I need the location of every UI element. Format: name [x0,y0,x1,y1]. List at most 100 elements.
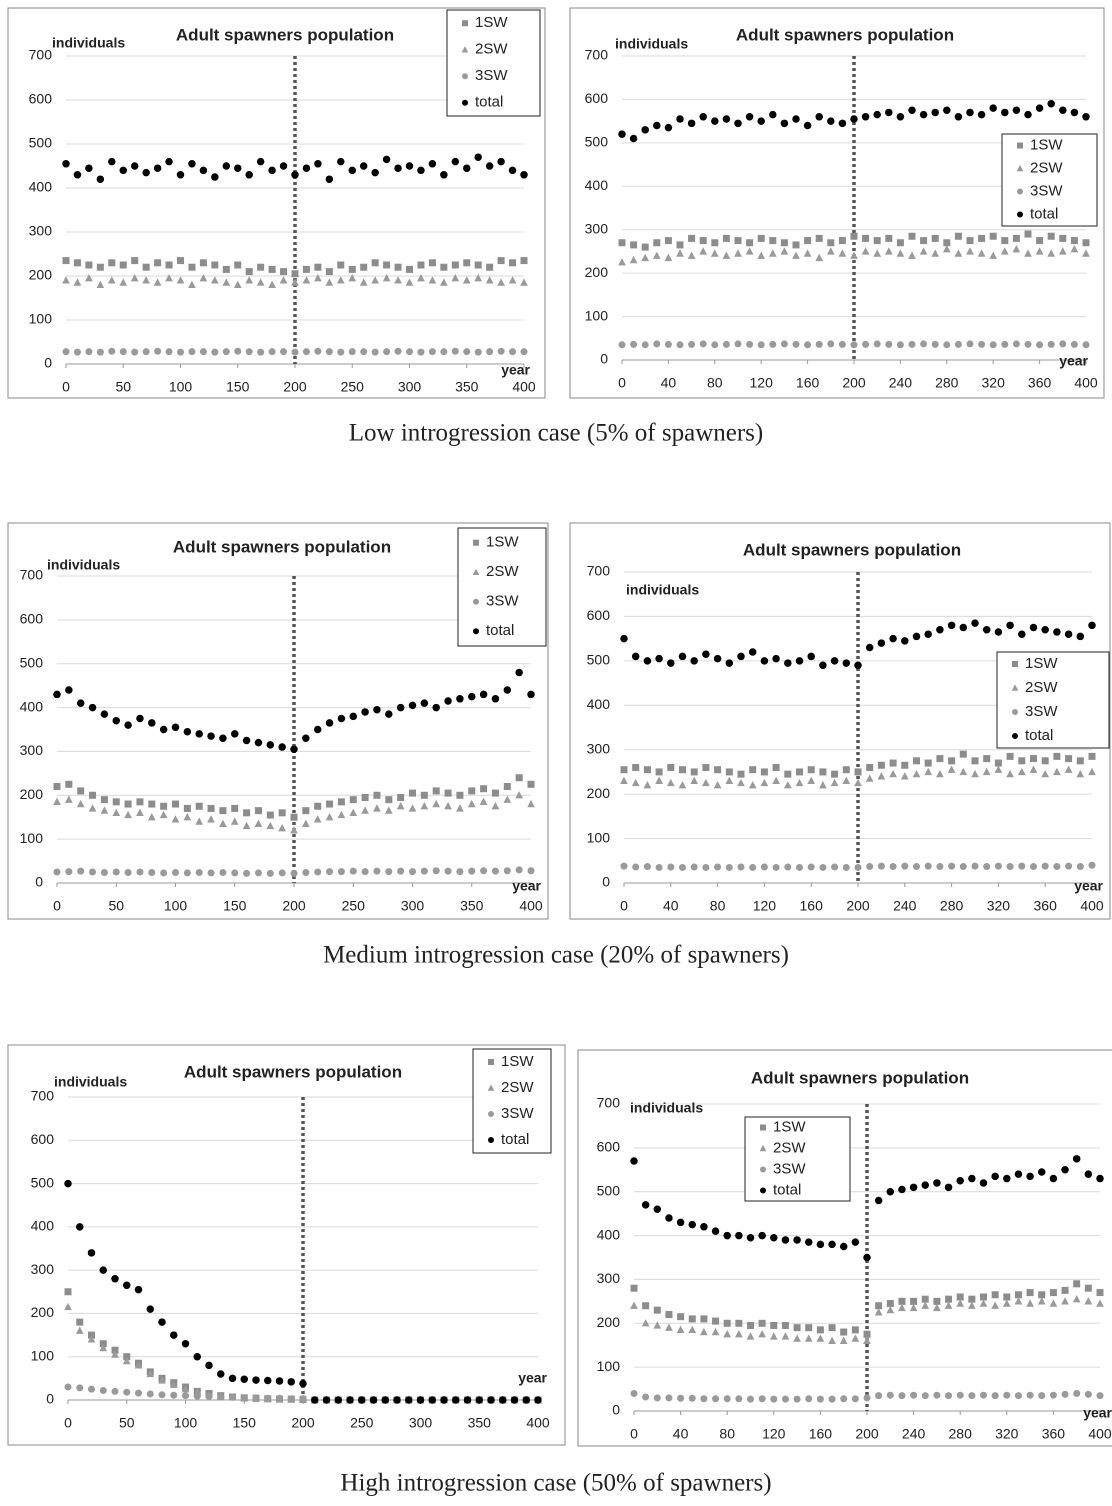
data-point [827,239,835,247]
y-tick-label: 400 [29,179,53,195]
data-point [898,1185,906,1194]
data-point [924,759,932,767]
x-tick-label: 160 [796,375,820,391]
data-point [618,239,626,247]
y-tick-label: 500 [31,1174,55,1190]
legend-label: 3SW [1030,182,1063,199]
x-tick-label: 80 [710,898,726,914]
data-point [211,348,219,356]
data-point [100,806,109,814]
data-point [1006,769,1014,778]
data-point [135,1389,142,1397]
data-point [991,1291,999,1299]
data-point [527,867,535,875]
data-point [256,278,265,286]
data-point [816,1240,825,1249]
data-point [966,237,974,245]
data-point [207,815,215,823]
data-point [124,800,132,808]
data-point [1029,623,1038,632]
data-point [440,278,448,286]
data-point [65,686,73,694]
data-point [690,768,698,776]
data-point [688,1394,696,1402]
data-point [131,257,139,265]
data-point [87,1335,96,1343]
legend-box [472,1048,552,1154]
data-point [737,652,745,661]
data-point [886,1305,895,1314]
data-point [291,348,299,356]
data-point [1061,1297,1069,1305]
data-point [712,1395,720,1403]
data-point [217,1370,225,1378]
data-point [302,276,311,284]
data-point [819,661,827,670]
data-point [396,703,405,712]
data-point [146,1305,154,1313]
data-point [499,1396,507,1404]
legend-label: total [475,94,503,111]
data-point [432,787,440,795]
data-point [631,652,640,661]
data-point [676,115,684,123]
data-point [146,1390,154,1398]
data-point [781,1236,790,1244]
data-point [302,348,310,356]
data-point [947,765,956,773]
data-point [405,162,414,170]
data-point [1084,1170,1093,1178]
data-point [314,802,322,810]
data-point [503,795,512,803]
data-point [165,157,173,166]
data-point [88,804,97,812]
data-point [276,1394,283,1402]
data-point [1070,237,1078,245]
data-point [279,276,288,284]
data-point [99,1343,108,1352]
data-point [87,1249,96,1257]
data-point [842,776,851,784]
y-tick-label: 300 [29,223,53,239]
panel-border [577,1049,1112,1447]
y-tick-label: 600 [20,611,44,627]
data-point [713,654,722,663]
x-axis-label: year [1083,1405,1112,1421]
y-tick-label: 600 [29,91,53,107]
data-point [866,863,874,871]
data-point [1076,757,1084,765]
data-point [160,869,168,877]
data-point [371,168,379,177]
data-point [982,767,991,776]
legend-label: 1SW [475,14,508,31]
data-point [124,721,132,729]
data-point [850,251,858,259]
data-point [1041,626,1049,634]
y-axis-label: individuals [54,1074,127,1090]
x-tick-label: 240 [889,375,913,391]
data-point [134,1285,143,1294]
data-point [1061,1166,1069,1174]
data-point [982,626,991,634]
data-point [620,862,628,870]
data-point [642,1393,650,1401]
data-point [314,263,322,271]
data-point [828,1336,836,1344]
data-point [943,239,951,247]
data-point [921,1181,929,1189]
data-point [851,1334,860,1342]
data-point [515,791,523,799]
data-point [153,278,162,286]
data-point [664,237,672,245]
data-point [444,697,452,705]
legend-box [996,651,1110,749]
data-point [420,699,429,707]
data-point [428,259,436,267]
data-point [108,259,116,267]
data-point [924,862,932,870]
data-point [968,1392,976,1400]
data-point [1026,1299,1034,1307]
x-tick-label: 400 [1088,1426,1112,1442]
data-point [451,157,460,166]
legend-label: 2SW [486,563,519,580]
